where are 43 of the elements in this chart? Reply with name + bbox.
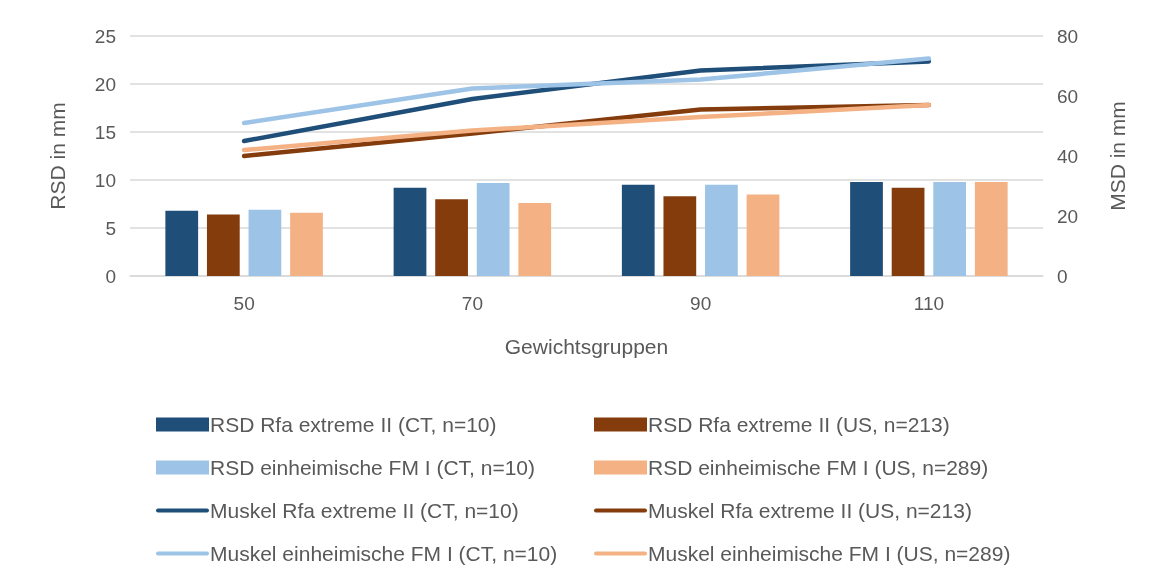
bar (705, 184, 738, 276)
y2-tick-label: 80 (1057, 25, 1079, 47)
y-tick-label: 0 (105, 265, 116, 287)
bar (974, 181, 1008, 276)
y2-tick-label: 20 (1057, 205, 1079, 227)
bar (933, 181, 967, 276)
x-tick-label: 90 (690, 293, 712, 314)
bar (518, 203, 552, 276)
x-tick-label: 110 (913, 293, 945, 314)
y-tick-label: 25 (94, 25, 116, 47)
y-tick-label: 20 (94, 73, 116, 95)
legend-label: Muskel Rfa extreme II (CT, n=10) (210, 499, 519, 522)
legend-label: RSD Rfa extreme II (CT, n=10) (210, 413, 497, 436)
x-tick-label: 50 (233, 293, 255, 314)
y-tick-label: 10 (94, 169, 116, 191)
legend-label: Muskel Rfa extreme II (US, n=213) (648, 499, 972, 522)
bar (663, 196, 697, 276)
y-tick-label: 15 (94, 121, 116, 143)
bar (393, 187, 427, 276)
y2-axis-title: MSD in mm (1106, 101, 1129, 211)
bar (248, 209, 282, 276)
bar (435, 199, 468, 276)
y2-tick-label: 60 (1057, 85, 1079, 107)
x-tick-label: 70 (461, 293, 483, 314)
bar (165, 210, 199, 276)
bar (746, 194, 780, 276)
y2-tick-label: 0 (1057, 265, 1068, 287)
legend-label: RSD einheimische FM I (CT, n=10) (210, 456, 536, 479)
x-axis-title: Gewichtsgruppen (504, 335, 669, 358)
bar (290, 212, 323, 276)
bar (621, 184, 655, 276)
y-tick-label: 5 (105, 217, 116, 239)
bar (850, 181, 883, 276)
legend-label: Muskel einheimische FM I (US, n=289) (648, 542, 1011, 565)
legend-label: RSD Rfa extreme II (US, n=213) (648, 413, 950, 436)
bar (891, 187, 925, 276)
bar (206, 214, 240, 276)
y-axis-title: RSD in mm (46, 102, 69, 210)
legend-label: RSD einheimische FM I (US, n=289) (648, 456, 989, 479)
y2-tick-label: 40 (1057, 145, 1079, 167)
legend-label: Muskel einheimische FM I (CT, n=10) (210, 542, 558, 565)
line-series (241, 56, 932, 126)
bar (476, 182, 510, 276)
